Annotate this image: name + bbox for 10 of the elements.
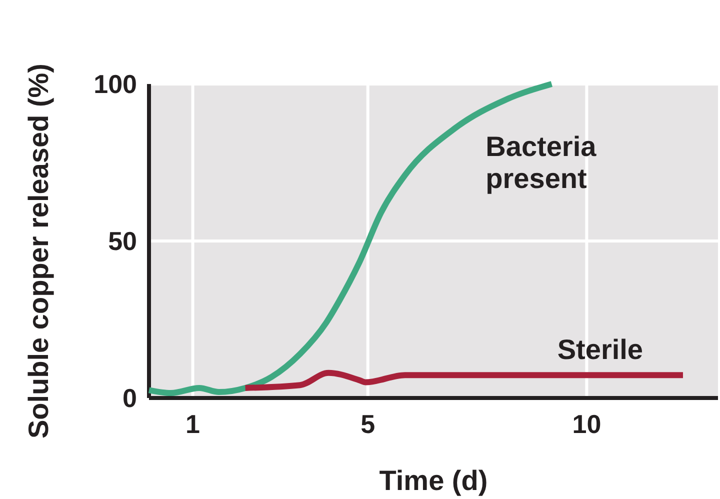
x-tick-label: 5: [360, 408, 376, 439]
x-tick-label: 10: [572, 408, 602, 439]
y-tick-label: 100: [94, 69, 137, 100]
series-label: Sterile: [557, 334, 643, 366]
y-tick-label: 0: [122, 383, 137, 414]
series-label: Bacteria present: [486, 131, 597, 194]
y-axis-title: Soluble copper released (%): [23, 64, 54, 438]
x-axis-title: Time (d): [379, 465, 488, 496]
x-tick-label: 1: [186, 408, 200, 439]
y-tick-label: 50: [108, 226, 137, 256]
